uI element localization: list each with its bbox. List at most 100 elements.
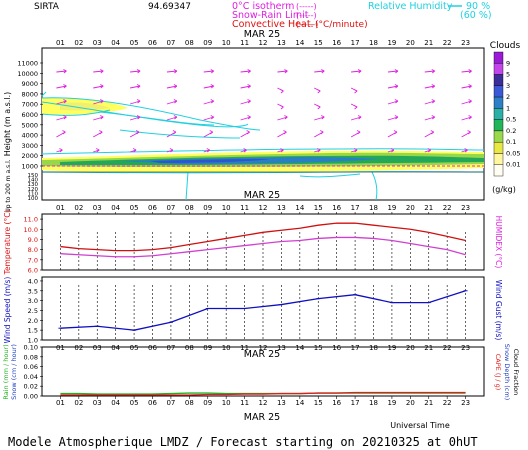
rain-y-axis: 0.100.08 0.06 0.04 0.02 0.00 (24, 344, 43, 401)
wind-arrow (203, 116, 214, 121)
bottom-hour-tick-label: 05 (130, 399, 139, 407)
wind-arrow (129, 85, 141, 89)
wind-arrow (461, 70, 472, 73)
top-hour-tick-label: 08 (185, 39, 194, 47)
humidity-legend-label: Relative Humidity (368, 1, 453, 12)
rain-ylabel: Rain (mm / hour) (2, 344, 10, 399)
wind-ytick-label: 2.0 (28, 317, 38, 325)
top-hour-tick-label: 22 (443, 39, 452, 47)
cloud-ytick-label: 9000 (21, 80, 38, 88)
wind-arrow (56, 85, 67, 89)
mid-hour-tick-label: 06 (148, 204, 157, 212)
temperature-series-0 (60, 222, 466, 252)
colorbar-swatch (493, 63, 504, 75)
wind-arrow (461, 116, 472, 121)
bottom-hour-tick-label: 03 (93, 399, 102, 407)
wind-arrow-head (321, 115, 325, 120)
mid-hour-tick-label: 21 (424, 204, 433, 212)
wind-arrow-head (280, 105, 284, 110)
wind-arrow (461, 85, 472, 89)
wind-arrow-head (357, 115, 362, 120)
top-hour-tick-label: 15 (314, 39, 323, 47)
wind-arrow-head (173, 99, 178, 104)
wind-arrow-head (430, 130, 435, 135)
cloud-ytick-label: 2000 (21, 152, 38, 160)
date-label-mid: MAR 25 (244, 190, 280, 201)
wind-arrow-head (284, 69, 288, 74)
colorbar-tick-label: 5 (506, 71, 510, 79)
convective-legend-style: (——) (296, 20, 318, 29)
wind-arrow-head (431, 99, 436, 104)
wind-arrow (424, 70, 435, 73)
colorbar-tick-label: 0.2 (506, 127, 516, 135)
colorbar-unit: (g/kg) (492, 185, 516, 194)
cloud-ytick-label: 6000 (21, 111, 38, 119)
convective-unit: (°C/minute) (315, 20, 368, 30)
wind-arrow-head (468, 84, 472, 89)
wind-arrow-head (100, 69, 104, 74)
date-label-top: MAR 25 (244, 29, 280, 40)
rain-hour-tick-label: 22 (443, 344, 452, 352)
rain-top-hour-axis: 01 02 03 04 05 06 07 08 09 10 11 12 13 14 15 16 17 18 19 20… (56, 344, 470, 352)
top-hour-tick-label: 07 (166, 39, 175, 47)
cloud-lower-ytick-label: 140 (28, 178, 39, 184)
top-hour-tick-label: 04 (111, 39, 120, 47)
rain-ytick-label: 0.08 (24, 353, 38, 361)
wind-arrow-head (280, 148, 284, 153)
lower-cloud-layer (41, 148, 485, 201)
top-hour-tick-label: 17 (351, 39, 360, 47)
model-forecast-line: Modele Atmospherique LMDZ / Forecast sta… (8, 435, 478, 449)
wind-arrow-head (320, 130, 324, 135)
mid-hour-tick-label: 23 (461, 204, 470, 212)
bottom-hour-tick-label: 08 (185, 399, 194, 407)
bottom-hour-tick-label: 04 (111, 399, 120, 407)
wind-arrow-head (356, 130, 361, 135)
colorbar-tick-label: 9 (506, 59, 510, 67)
rain-hour-tick-label: 06 (148, 344, 157, 352)
convective-legend-label: Convective Heat. (232, 19, 314, 30)
rain-hour-tick-label: 04 (111, 344, 120, 352)
wind-arrow (387, 100, 399, 105)
rain-hour-tick-label: 02 (74, 344, 83, 352)
cloud-panel (41, 47, 485, 201)
mid-hour-tick-label: 11 (240, 204, 249, 212)
wind-arrow (203, 85, 214, 89)
top-hour-tick-label: 21 (424, 39, 433, 47)
bottom-hour-tick-label: 20 (406, 399, 415, 407)
wind-arrow-head (136, 115, 141, 120)
colorbar-swatch (493, 74, 504, 87)
colorbar-swatch (493, 51, 504, 64)
wind-arrow (277, 70, 288, 73)
top-hour-tick-label: 03 (93, 39, 102, 47)
wind-arrow (56, 100, 67, 105)
humidex-ylabel: HUMIDEX (°C) (494, 216, 503, 269)
top-hour-tick-label: 01 (56, 39, 65, 47)
temperature-ytick-label: 6.0 (28, 267, 38, 275)
rain-hour-tick-label: 16 (332, 344, 341, 352)
wind-arrow (240, 100, 251, 105)
colorbar-tick-label: 0.01 (506, 161, 520, 169)
rain-ytick-label: 0.02 (24, 383, 38, 391)
isotherm-legend-label: 0°C isotherm (232, 1, 294, 12)
top-hour-tick-label: 18 (369, 39, 378, 47)
colorbar-tick-label: 0.05 (506, 149, 520, 157)
bottom-hour-tick-label: 23 (461, 399, 470, 407)
rain-hour-tick-label: 05 (130, 344, 139, 352)
cloud-lower-ytick-label: 110 (28, 191, 39, 197)
wind-arrow-head (467, 130, 471, 135)
wind-arrow-head (59, 148, 63, 153)
wind-arrow (203, 100, 214, 105)
wind-arrow-head (173, 84, 178, 89)
humidity-legend-v2: (60 %) (460, 10, 492, 21)
bottom-hour-tick-label: 21 (424, 399, 433, 407)
wind-arrow-head (394, 115, 399, 120)
rain-ytick-label: 0.04 (24, 373, 38, 381)
wind-arrow-head (247, 69, 251, 74)
wind-arrow-head (173, 115, 178, 120)
colorbar-title: Clouds (490, 41, 521, 51)
wind-arrow-head (135, 130, 140, 135)
wind-arrow-head (431, 115, 436, 120)
top-hour-tick-label: 16 (332, 39, 341, 47)
site-coords: 94.69347 (148, 2, 191, 12)
bottom-hour-tick-label: 13 (277, 399, 286, 407)
